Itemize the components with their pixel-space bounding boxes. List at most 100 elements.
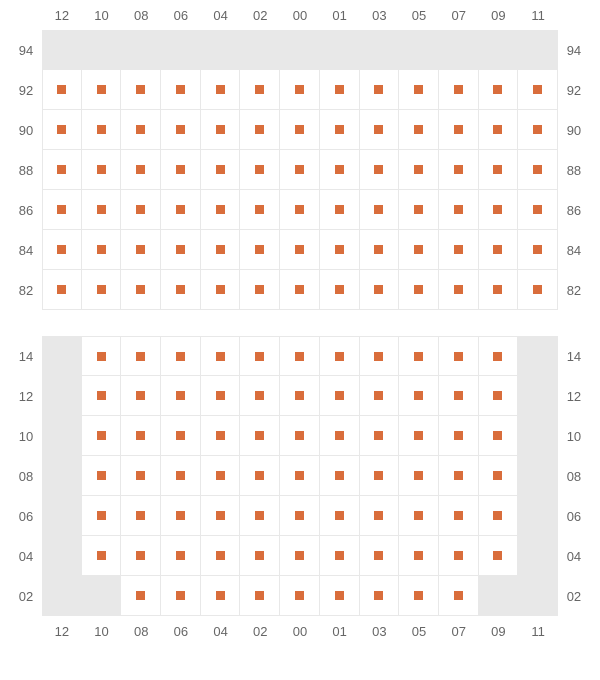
- seat-cell[interactable]: [121, 190, 161, 230]
- seat-cell[interactable]: [201, 150, 241, 190]
- seat-cell[interactable]: [439, 150, 479, 190]
- seat-cell[interactable]: [320, 496, 360, 536]
- seat-cell[interactable]: [161, 110, 201, 150]
- seat-cell[interactable]: [280, 456, 320, 496]
- seat-cell[interactable]: [82, 110, 122, 150]
- seat-cell[interactable]: [201, 376, 241, 416]
- seat-cell[interactable]: [320, 70, 360, 110]
- seat-cell[interactable]: [479, 110, 519, 150]
- seat-cell[interactable]: [42, 70, 82, 110]
- seat-cell[interactable]: [240, 496, 280, 536]
- seat-cell[interactable]: [518, 230, 558, 270]
- seat-cell[interactable]: [479, 230, 519, 270]
- seat-cell[interactable]: [280, 190, 320, 230]
- seat-cell[interactable]: [121, 416, 161, 456]
- seat-cell[interactable]: [82, 270, 122, 310]
- seat-cell[interactable]: [399, 270, 439, 310]
- seat-cell[interactable]: [280, 70, 320, 110]
- seat-cell[interactable]: [82, 230, 122, 270]
- seat-cell[interactable]: [161, 270, 201, 310]
- seat-cell[interactable]: [439, 456, 479, 496]
- seat-cell[interactable]: [161, 230, 201, 270]
- seat-cell[interactable]: [360, 70, 400, 110]
- seat-cell[interactable]: [201, 110, 241, 150]
- seat-cell[interactable]: [439, 230, 479, 270]
- seat-cell[interactable]: [161, 376, 201, 416]
- seat-cell[interactable]: [240, 576, 280, 616]
- seat-cell[interactable]: [399, 150, 439, 190]
- seat-cell[interactable]: [320, 336, 360, 376]
- seat-cell[interactable]: [161, 150, 201, 190]
- seat-cell[interactable]: [399, 536, 439, 576]
- seat-cell[interactable]: [201, 456, 241, 496]
- seat-cell[interactable]: [518, 270, 558, 310]
- seat-cell[interactable]: [240, 270, 280, 310]
- seat-cell[interactable]: [121, 150, 161, 190]
- seat-cell[interactable]: [320, 456, 360, 496]
- seat-cell[interactable]: [201, 70, 241, 110]
- seat-cell[interactable]: [161, 70, 201, 110]
- seat-cell[interactable]: [320, 376, 360, 416]
- seat-cell[interactable]: [42, 150, 82, 190]
- seat-cell[interactable]: [479, 536, 519, 576]
- seat-cell[interactable]: [439, 336, 479, 376]
- seat-cell[interactable]: [121, 456, 161, 496]
- seat-cell[interactable]: [439, 416, 479, 456]
- seat-cell[interactable]: [479, 190, 519, 230]
- seat-cell[interactable]: [479, 496, 519, 536]
- seat-cell[interactable]: [201, 576, 241, 616]
- seat-cell[interactable]: [201, 416, 241, 456]
- seat-cell[interactable]: [320, 110, 360, 150]
- seat-cell[interactable]: [518, 190, 558, 230]
- seat-cell[interactable]: [82, 456, 122, 496]
- seat-cell[interactable]: [320, 576, 360, 616]
- seat-cell[interactable]: [360, 336, 400, 376]
- seat-cell[interactable]: [399, 336, 439, 376]
- seat-cell[interactable]: [479, 456, 519, 496]
- seat-cell[interactable]: [320, 416, 360, 456]
- seat-cell[interactable]: [240, 190, 280, 230]
- seat-cell[interactable]: [240, 336, 280, 376]
- seat-cell[interactable]: [399, 230, 439, 270]
- seat-cell[interactable]: [360, 150, 400, 190]
- seat-cell[interactable]: [121, 270, 161, 310]
- seat-cell[interactable]: [439, 536, 479, 576]
- seat-cell[interactable]: [360, 416, 400, 456]
- seat-cell[interactable]: [240, 150, 280, 190]
- seat-cell[interactable]: [121, 336, 161, 376]
- seat-cell[interactable]: [82, 150, 122, 190]
- seat-cell[interactable]: [399, 496, 439, 536]
- seat-cell[interactable]: [518, 110, 558, 150]
- seat-cell[interactable]: [280, 150, 320, 190]
- seat-cell[interactable]: [439, 496, 479, 536]
- seat-cell[interactable]: [360, 496, 400, 536]
- seat-cell[interactable]: [82, 416, 122, 456]
- seat-cell[interactable]: [82, 536, 122, 576]
- seat-cell[interactable]: [360, 110, 400, 150]
- seat-cell[interactable]: [439, 110, 479, 150]
- seat-cell[interactable]: [121, 376, 161, 416]
- seat-cell[interactable]: [360, 230, 400, 270]
- seat-cell[interactable]: [360, 536, 400, 576]
- seat-cell[interactable]: [161, 456, 201, 496]
- seat-cell[interactable]: [360, 270, 400, 310]
- seat-cell[interactable]: [280, 376, 320, 416]
- seat-cell[interactable]: [121, 536, 161, 576]
- seat-cell[interactable]: [82, 496, 122, 536]
- seat-cell[interactable]: [439, 576, 479, 616]
- seat-cell[interactable]: [280, 576, 320, 616]
- seat-cell[interactable]: [280, 336, 320, 376]
- seat-cell[interactable]: [320, 270, 360, 310]
- seat-cell[interactable]: [399, 576, 439, 616]
- seat-cell[interactable]: [360, 576, 400, 616]
- seat-cell[interactable]: [161, 336, 201, 376]
- seat-cell[interactable]: [42, 190, 82, 230]
- seat-cell[interactable]: [240, 70, 280, 110]
- seat-cell[interactable]: [82, 190, 122, 230]
- seat-cell[interactable]: [82, 336, 122, 376]
- seat-cell[interactable]: [82, 376, 122, 416]
- seat-cell[interactable]: [161, 496, 201, 536]
- seat-cell[interactable]: [121, 576, 161, 616]
- seat-cell[interactable]: [479, 150, 519, 190]
- seat-cell[interactable]: [201, 230, 241, 270]
